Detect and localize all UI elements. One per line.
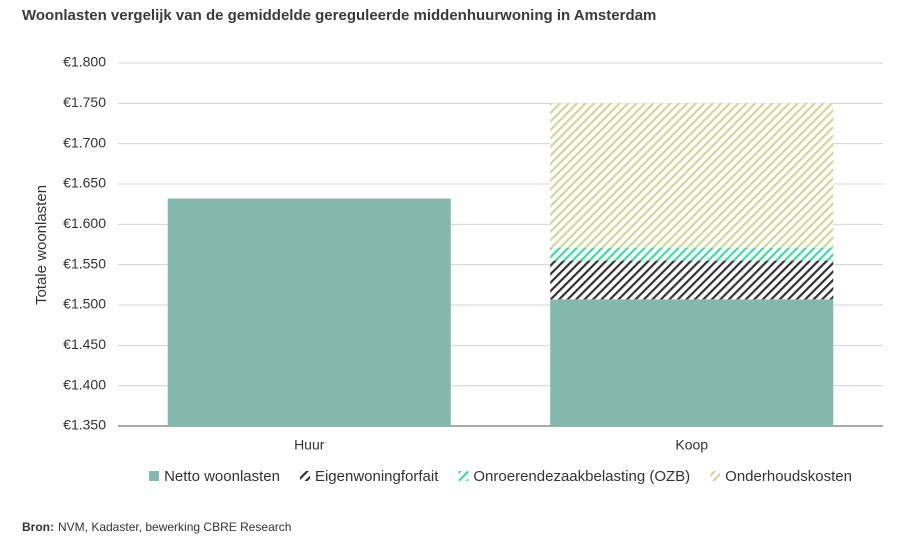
source: Bron: NVM, Kadaster, bewerking CBRE Resea…: [22, 520, 291, 534]
legend-label: Onroerendezaakbelasting (OZB): [473, 468, 690, 485]
y-tick-label: €1.350: [63, 417, 106, 433]
legend-swatch: [458, 471, 469, 481]
bar-segment: [550, 247, 834, 261]
legend-swatch: [710, 471, 721, 481]
y-axis-label: Totale woonlasten: [33, 185, 50, 305]
y-tick-label: €1.550: [63, 255, 106, 271]
legend-label: Onderhoudskosten: [725, 468, 852, 485]
bar-segment: [550, 299, 834, 426]
legend: Netto woonlasten Eigenwoningforfait Onroer…: [149, 468, 852, 485]
legend-swatch: [149, 471, 160, 481]
y-tick-label: €1.500: [63, 296, 106, 312]
y-tick-label: €1.600: [63, 215, 106, 231]
y-tick-label: €1.400: [63, 376, 106, 392]
bar-segment: [167, 198, 451, 426]
x-tick-label: Koop: [675, 437, 708, 453]
x-tick-label: Huur: [294, 437, 325, 453]
source-text: NVM, Kadaster, bewerking CBRE Research: [58, 520, 291, 534]
chart-title: Woonlasten vergelijk van de gemiddelde g…: [22, 7, 656, 24]
y-tick-label: €1.700: [63, 134, 106, 150]
y-tick-label: €1.650: [63, 175, 106, 191]
source-label: Bron:: [22, 520, 54, 534]
legend-label: Eigenwoningforfait: [315, 468, 439, 485]
bar-segment: [550, 103, 834, 248]
legend-swatch: [299, 471, 310, 481]
legend-label: Netto woonlasten: [164, 468, 280, 485]
y-tick-label: €1.450: [63, 336, 106, 352]
y-tick-label: €1.750: [63, 94, 106, 110]
bar-segment: [550, 260, 834, 300]
y-tick-label: €1.800: [63, 54, 106, 70]
